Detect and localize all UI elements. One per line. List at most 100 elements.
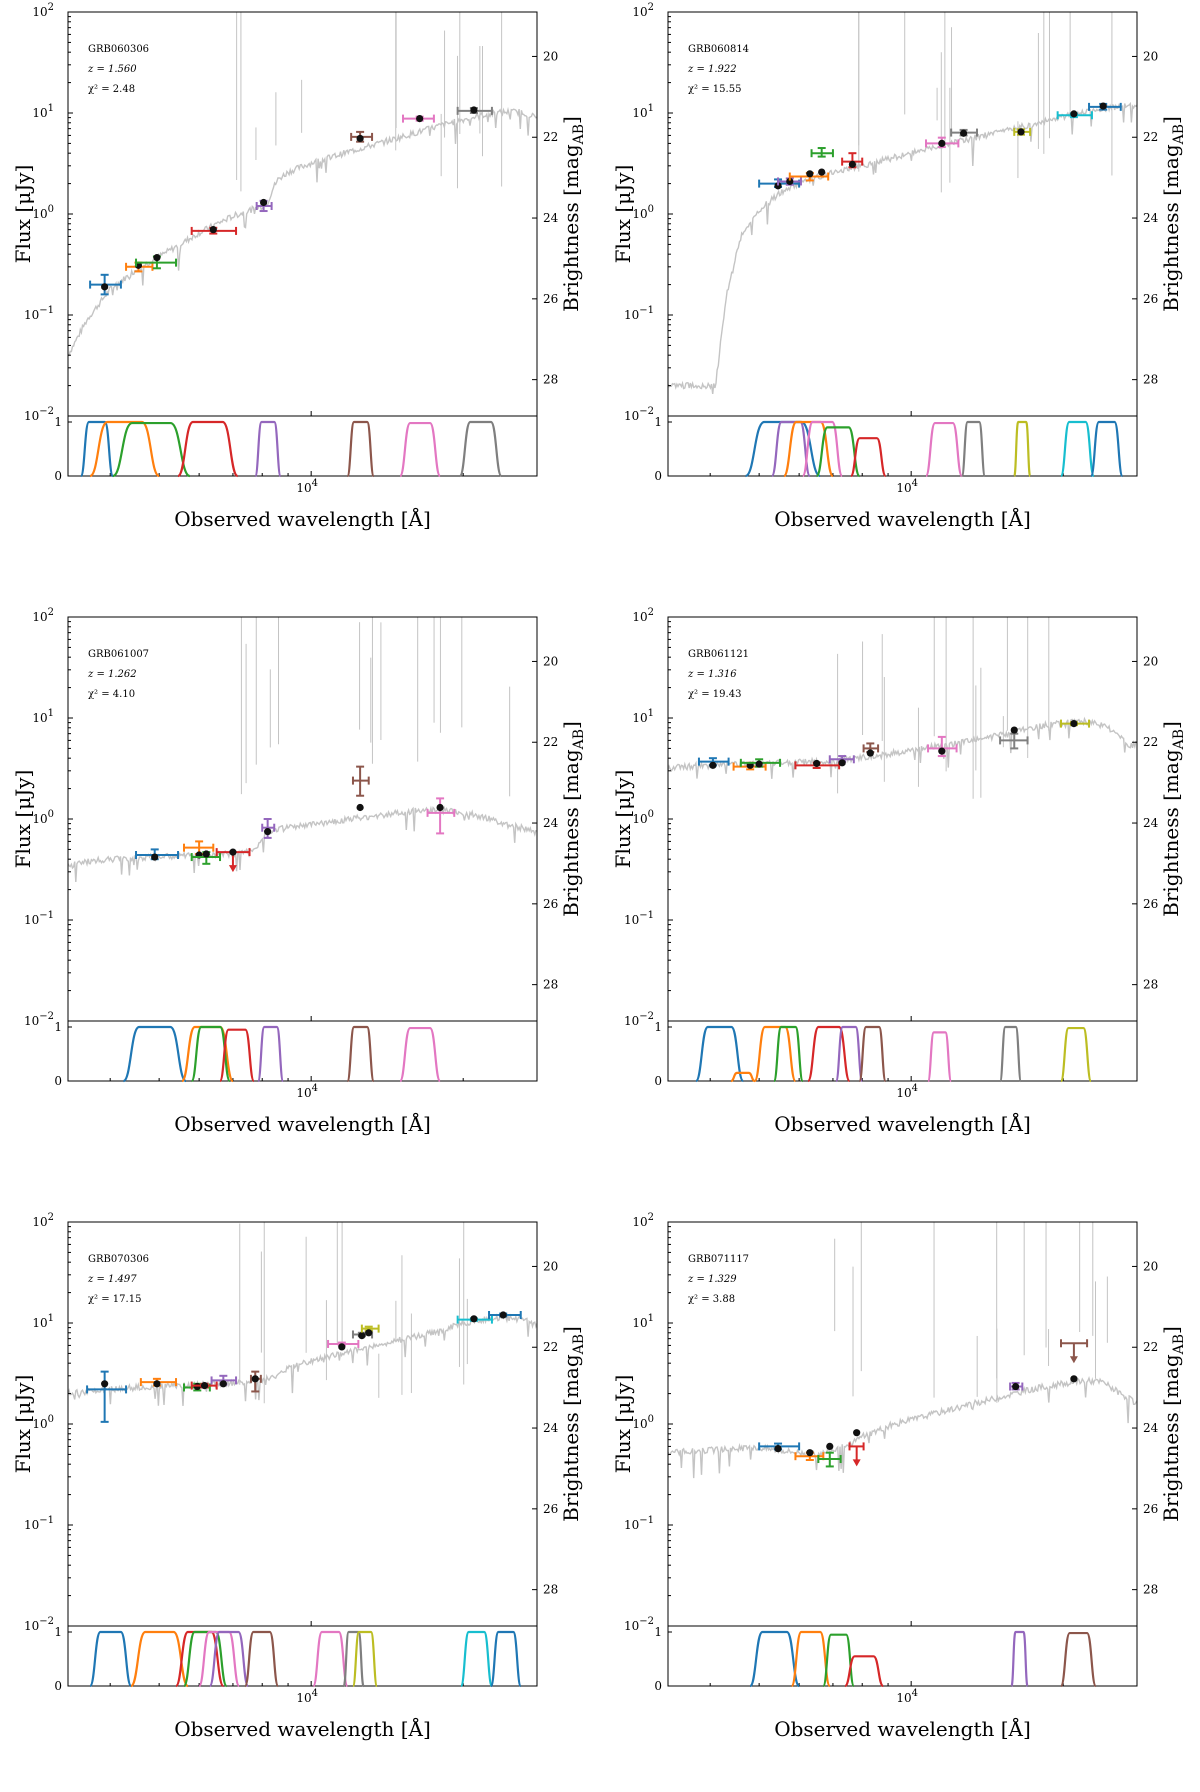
sed-axes-frame bbox=[67, 1221, 538, 1627]
filter-curve bbox=[256, 1025, 285, 1083]
photometry-point bbox=[86, 1370, 128, 1423]
photometry-point bbox=[828, 755, 855, 767]
filter-curve bbox=[834, 1025, 864, 1083]
photometry-point bbox=[135, 254, 178, 270]
transmission-tick-label: 0 bbox=[54, 1074, 62, 1088]
filter-curve bbox=[399, 1026, 442, 1083]
filter-curve bbox=[1010, 1630, 1029, 1688]
flux-tick-exponent: 1 bbox=[48, 708, 54, 719]
flux-tick-exponent: 0 bbox=[648, 204, 654, 215]
x-axis-label: Observed wavelength [Å] bbox=[774, 1716, 1031, 1741]
flux-tick-label: 100 bbox=[632, 809, 654, 826]
y-axis-label-flux: Flux [μJy] bbox=[611, 1375, 635, 1474]
photometry-point bbox=[788, 170, 830, 182]
flux-tick-label: 100 bbox=[32, 809, 54, 826]
photometry-point bbox=[426, 797, 456, 835]
mag-system-subscript: AB bbox=[1171, 124, 1187, 145]
mag-tick-label: 20 bbox=[543, 49, 558, 63]
photometry-point bbox=[739, 758, 782, 768]
photometry-point bbox=[255, 198, 273, 213]
flux-tick-label: 10−2 bbox=[24, 1616, 54, 1633]
flux-tick-label: 10−2 bbox=[624, 406, 654, 423]
photometry-point bbox=[327, 1339, 360, 1351]
filter-curve bbox=[176, 420, 239, 478]
filter-curve bbox=[753, 1025, 797, 1083]
mag-tick-label: 24 bbox=[1143, 211, 1159, 225]
transmission-tick-label: 1 bbox=[54, 415, 62, 429]
filter-curve bbox=[244, 1630, 280, 1688]
flux-tick-label: 10−2 bbox=[624, 1616, 654, 1633]
photometry-point bbox=[190, 850, 222, 865]
model-flux-point bbox=[1099, 102, 1107, 110]
photometry-point bbox=[817, 1442, 842, 1468]
mag-system-subscript: AB bbox=[1171, 1334, 1187, 1355]
flux-tick-label: 102 bbox=[32, 1212, 54, 1229]
model-flux-point bbox=[251, 1375, 259, 1383]
y-axis-label-magnitude: Brightness [magAB] bbox=[1159, 116, 1187, 312]
x-axis-label: Observed wavelength [Å] bbox=[774, 1111, 1031, 1136]
flux-tick-label: 10−1 bbox=[624, 910, 654, 927]
x-tick-label: 104 bbox=[296, 1083, 318, 1100]
photometry-point bbox=[215, 848, 251, 873]
flux-tick-exponent: −1 bbox=[639, 1515, 654, 1526]
mag-tick-label: 28 bbox=[543, 373, 558, 387]
photometry-point bbox=[190, 226, 238, 235]
filter-curves bbox=[694, 1025, 1093, 1083]
photometry-point bbox=[402, 114, 435, 123]
model-flux-point bbox=[774, 182, 782, 190]
photometry-point bbox=[848, 1429, 865, 1467]
sed-chart-svg: 10210110010−110−2202224262810410GRB06112… bbox=[611, 607, 1187, 1136]
x-axis-label: Observed wavelength [Å] bbox=[174, 1716, 431, 1741]
transmission-tick-label: 0 bbox=[654, 1679, 662, 1693]
x-tick-exponent: 4 bbox=[312, 1688, 318, 1699]
model-flux-point bbox=[1010, 726, 1018, 734]
filter-curve bbox=[806, 1025, 851, 1083]
mag-tick-label: 28 bbox=[1143, 1583, 1158, 1597]
x-tick-exponent: 4 bbox=[912, 1083, 918, 1094]
model-flux-point bbox=[709, 761, 717, 769]
model-flux-point bbox=[499, 1311, 507, 1319]
filter-curves bbox=[122, 1025, 442, 1083]
model-flux-point bbox=[338, 1343, 346, 1351]
x-tick-exponent: 4 bbox=[312, 478, 318, 489]
transmission-axes-frame bbox=[667, 1625, 1138, 1687]
model-flux-point bbox=[818, 168, 826, 176]
transmission-tick-label: 1 bbox=[654, 1625, 662, 1639]
photometry-point bbox=[190, 1381, 218, 1390]
mag-tick-label: 22 bbox=[543, 130, 558, 144]
model-flux-point bbox=[826, 1442, 834, 1451]
transmission-axes-frame bbox=[67, 1625, 538, 1687]
model-flux-point bbox=[1070, 1375, 1078, 1383]
mag-label-bracket: ] bbox=[1159, 1326, 1183, 1334]
filter-curve bbox=[458, 420, 503, 478]
y-axis-label-magnitude: Brightness [magAB] bbox=[559, 721, 587, 917]
model-flux-point bbox=[356, 134, 364, 143]
model-flux-point bbox=[959, 129, 968, 137]
filter-curve bbox=[1013, 420, 1032, 478]
flux-tick-exponent: −1 bbox=[639, 910, 654, 921]
chi2-label: χ² = 19.43 bbox=[688, 689, 741, 700]
photometry-point bbox=[360, 1324, 380, 1337]
spectrum-line bbox=[68, 1313, 537, 1406]
y-axis-label-flux: Flux [μJy] bbox=[611, 770, 635, 869]
filter-curve bbox=[801, 420, 844, 478]
photometry-point bbox=[135, 848, 180, 861]
flux-tick-exponent: −2 bbox=[39, 1011, 54, 1022]
model-flux-point bbox=[470, 1315, 478, 1323]
transmission-tick-label: 1 bbox=[54, 1020, 62, 1034]
flux-tick-exponent: 0 bbox=[48, 204, 54, 215]
photometry-point bbox=[810, 147, 834, 176]
mag-tick-label: 22 bbox=[543, 1340, 558, 1354]
filter-curve bbox=[924, 421, 963, 478]
flux-tick-label: 10−1 bbox=[624, 1515, 654, 1532]
flux-tick-exponent: 2 bbox=[48, 2, 54, 13]
mag-label-bracket: ] bbox=[1159, 116, 1183, 124]
model-spectrum bbox=[668, 1222, 1137, 1479]
filter-curve bbox=[130, 1630, 189, 1688]
flux-tick-exponent: 1 bbox=[648, 103, 654, 114]
photometry-point bbox=[999, 726, 1029, 750]
photometry-point bbox=[139, 1377, 178, 1388]
mag-system-subscript: AB bbox=[1171, 729, 1187, 750]
grb-name-label: GRB061121 bbox=[688, 649, 749, 660]
sed-axes-frame bbox=[667, 11, 1138, 417]
